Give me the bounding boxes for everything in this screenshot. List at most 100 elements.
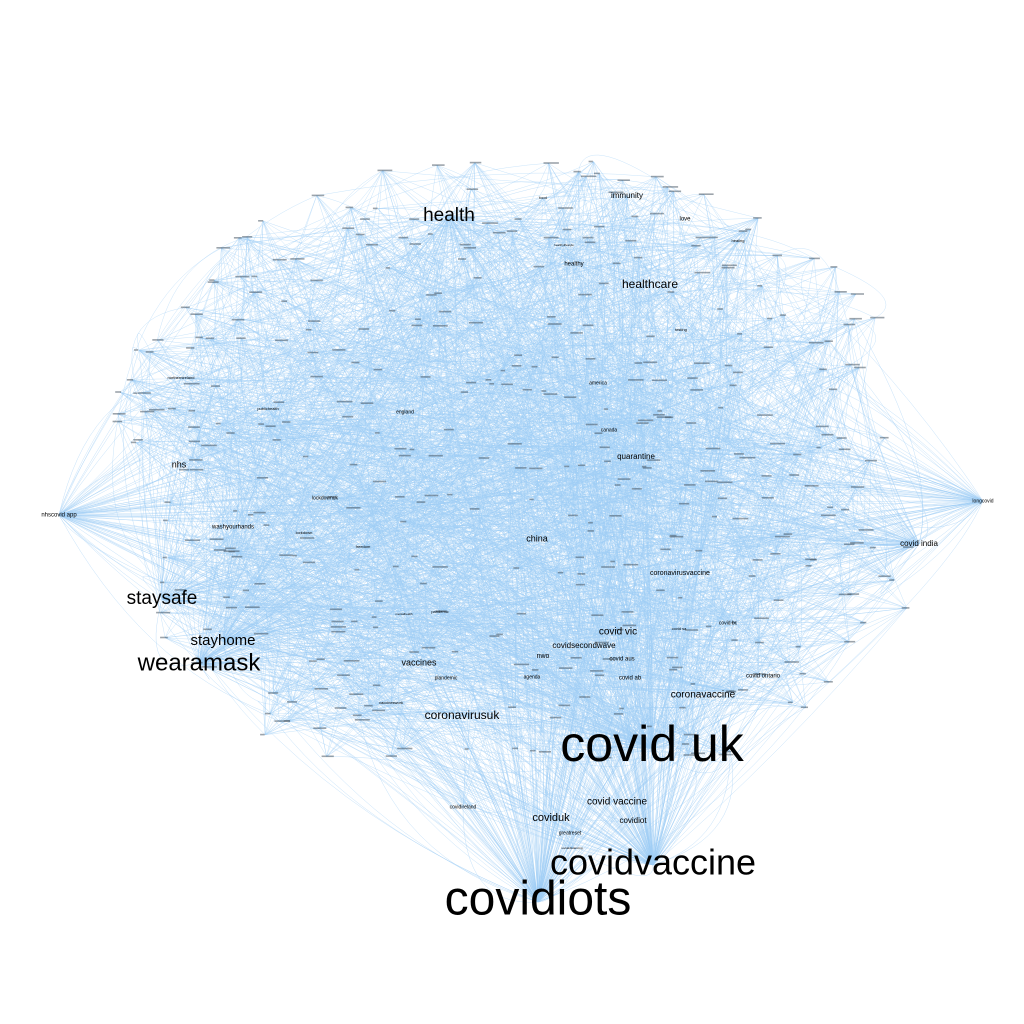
minor-node-label <box>695 236 710 239</box>
minor-node-label <box>695 549 703 552</box>
edge <box>448 215 536 751</box>
minor-node-label <box>308 320 321 322</box>
minor-node-label <box>564 396 577 398</box>
node-label-canada: canada <box>601 427 618 433</box>
minor-node-label <box>292 554 297 557</box>
edge <box>222 215 450 642</box>
minor-node-label <box>584 241 596 244</box>
edge <box>249 500 984 608</box>
edge <box>448 215 724 755</box>
edge <box>58 514 552 819</box>
minor-node-label <box>774 535 790 538</box>
minor-node-label <box>435 610 447 612</box>
edge <box>138 350 571 834</box>
minor-node-label <box>784 661 799 663</box>
minor-node-label <box>665 416 674 419</box>
minor-node-label <box>787 701 793 704</box>
minor-node-label <box>180 306 190 309</box>
edge <box>615 363 652 562</box>
minor-node-label <box>115 391 121 393</box>
node-label-immunity: immunity <box>611 191 643 200</box>
minor-node-label <box>345 206 354 209</box>
minor-node-label <box>668 190 682 193</box>
node-label-covid-india: covid india <box>900 539 938 548</box>
edge <box>651 285 763 749</box>
edge <box>651 407 724 749</box>
edge <box>161 482 723 600</box>
node-label-vaccineswork: vaccineswork <box>379 700 403 705</box>
minor-node-label <box>228 550 235 553</box>
edge <box>800 617 866 647</box>
edge <box>58 465 584 516</box>
edge <box>161 220 264 600</box>
minor-node-label <box>409 448 415 451</box>
edge <box>157 339 984 502</box>
edge <box>359 719 539 903</box>
edge <box>208 500 984 630</box>
edge <box>573 263 920 545</box>
minor-node-label <box>400 520 407 523</box>
minor-node-label <box>438 310 452 313</box>
edge <box>241 338 654 866</box>
minor-node-label <box>330 608 343 611</box>
edge <box>596 615 654 866</box>
minor-node-label <box>375 600 383 602</box>
edge <box>860 460 920 545</box>
edge <box>445 677 654 866</box>
edge <box>214 362 649 540</box>
edge <box>448 215 652 461</box>
edge <box>638 284 654 866</box>
minor-node-label <box>739 456 756 459</box>
edge <box>652 369 825 866</box>
edge <box>452 481 984 502</box>
edge <box>432 185 472 235</box>
edge <box>228 382 472 598</box>
minor-node-label <box>152 339 164 341</box>
node-label-covid-vaccine: covid vaccine <box>587 797 647 808</box>
edge <box>552 324 653 749</box>
edge <box>178 215 450 466</box>
minor-node-label <box>579 696 591 698</box>
edge <box>448 215 825 370</box>
edge <box>436 165 920 545</box>
edge <box>363 329 653 749</box>
edge <box>222 629 622 645</box>
minor-node-label <box>578 464 586 467</box>
minor-node-label <box>360 218 370 220</box>
edge <box>846 500 984 529</box>
minor-node-label <box>612 262 621 265</box>
edge <box>652 365 731 866</box>
minor-node-label <box>174 589 187 591</box>
edge <box>800 543 920 648</box>
minor-node-label <box>679 706 686 709</box>
edge <box>161 598 464 808</box>
edge <box>220 423 811 560</box>
edge <box>336 538 538 633</box>
edge <box>437 325 539 903</box>
edge <box>117 421 653 727</box>
minor-node-label <box>195 336 203 339</box>
edge <box>833 389 920 545</box>
minor-node-label <box>588 160 593 163</box>
minor-node-label <box>647 725 652 728</box>
edge <box>613 192 807 708</box>
edge <box>616 543 920 803</box>
minor-node-label <box>354 719 370 721</box>
edge <box>390 756 654 866</box>
edge <box>161 509 847 600</box>
edge <box>593 161 885 439</box>
edge <box>652 333 743 866</box>
edge <box>448 212 744 232</box>
minor-node-label <box>870 316 885 319</box>
edge <box>198 534 789 665</box>
minor-node-label <box>145 351 154 353</box>
edge <box>261 477 539 903</box>
edge <box>651 725 699 754</box>
edge <box>58 514 232 609</box>
node-label-coviduk: coviduk <box>532 812 570 824</box>
minor-node-label <box>687 377 698 379</box>
minor-node-label <box>482 222 498 224</box>
minor-node-label <box>821 514 836 517</box>
edge <box>794 474 984 502</box>
edge <box>198 658 731 692</box>
